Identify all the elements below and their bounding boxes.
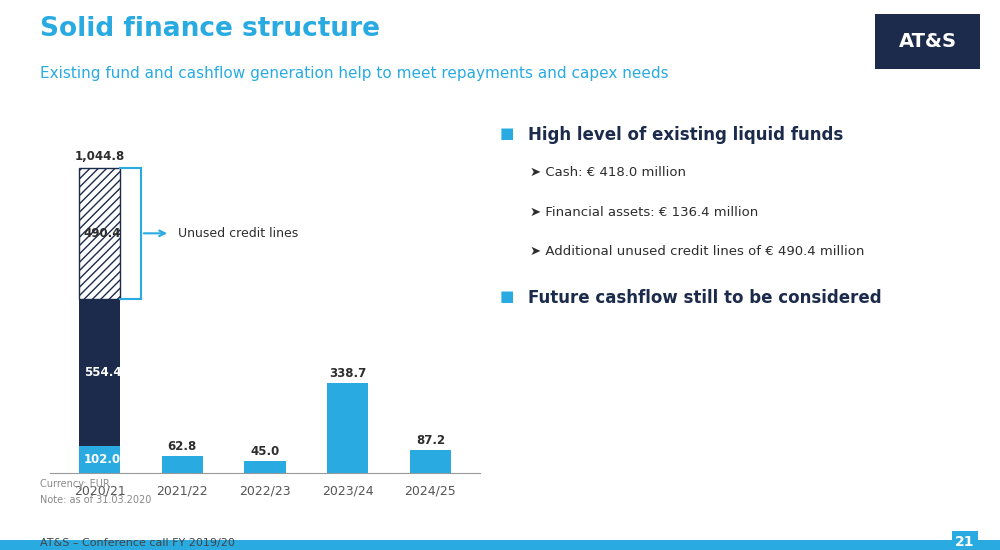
Bar [79, 446, 120, 473]
Text: Existing fund and cashflow generation help to meet repayments and capex needs: Existing fund and cashflow generation he… [40, 66, 669, 81]
Text: 62.8: 62.8 [168, 440, 197, 453]
Text: AT&S: AT&S [898, 32, 956, 51]
Text: 45.0: 45.0 [250, 445, 280, 458]
Legend: Repayments, Cash & Financial Assets, Unused credit lines: Repayments, Cash & Financial Assets, Unu… [34, 536, 446, 550]
Text: Currency: EUR: Currency: EUR [40, 478, 110, 489]
Text: 1,044.8: 1,044.8 [74, 150, 125, 163]
Text: ■: ■ [500, 126, 514, 141]
Text: Note: as of 31.03.2020: Note: as of 31.03.2020 [40, 495, 151, 505]
Text: ➤ Cash: € 418.0 million: ➤ Cash: € 418.0 million [530, 166, 686, 179]
Text: 554.4: 554.4 [84, 366, 122, 379]
Text: 102.0: 102.0 [84, 453, 121, 466]
Text: 490.4: 490.4 [84, 227, 121, 240]
Bar [79, 168, 120, 299]
Bar [79, 299, 120, 446]
Text: 21: 21 [955, 535, 975, 548]
Bar [327, 383, 368, 473]
Text: ➤ Financial assets: € 136.4 million: ➤ Financial assets: € 136.4 million [530, 206, 758, 219]
Text: ➤ Additional unused credit lines of € 490.4 million: ➤ Additional unused credit lines of € 49… [530, 245, 864, 258]
Text: ■: ■ [500, 289, 514, 304]
Text: 87.2: 87.2 [416, 433, 445, 447]
Text: High level of existing liquid funds: High level of existing liquid funds [528, 126, 843, 145]
Bar [410, 450, 451, 473]
Text: Unused credit lines: Unused credit lines [178, 227, 298, 240]
Bar [162, 456, 203, 473]
Text: 338.7: 338.7 [329, 367, 366, 380]
Text: Future cashflow still to be considered: Future cashflow still to be considered [528, 289, 882, 307]
Bar [244, 461, 286, 473]
Text: Solid finance structure: Solid finance structure [40, 16, 380, 42]
Text: AT&S – Conference call FY 2019/20: AT&S – Conference call FY 2019/20 [40, 537, 235, 548]
